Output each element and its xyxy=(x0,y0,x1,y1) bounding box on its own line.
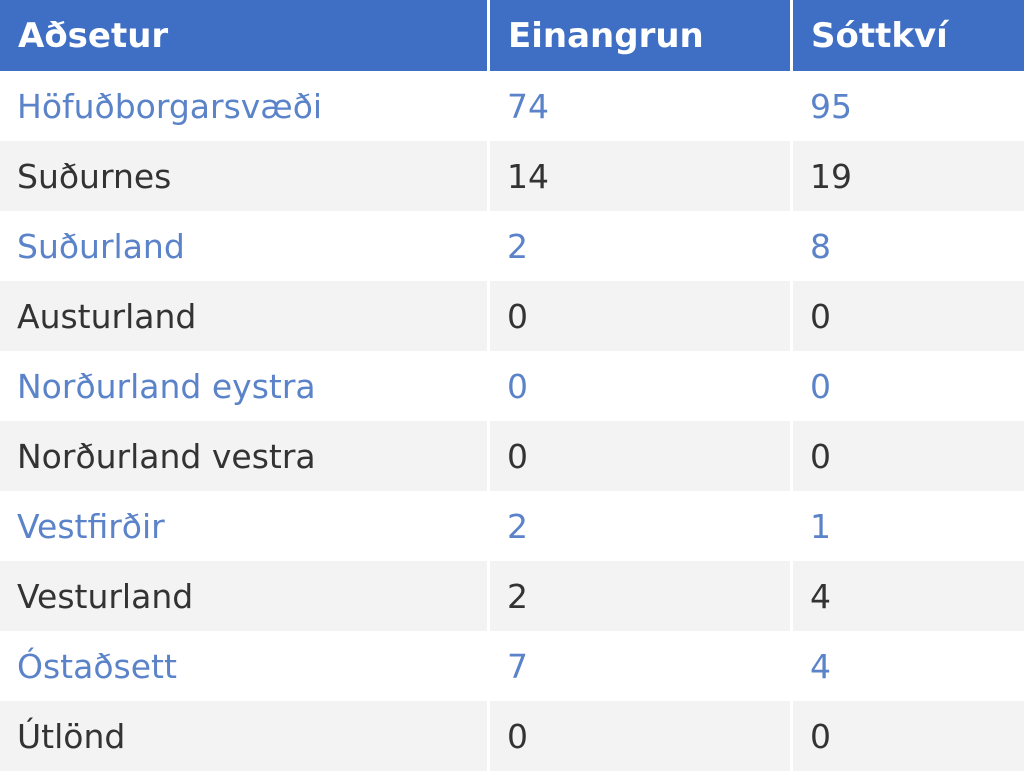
cell-quarantine: 1 xyxy=(793,491,1024,561)
header-isolation: Einangrun xyxy=(490,0,793,71)
table-row: Útlönd 0 0 xyxy=(0,701,1024,771)
cell-quarantine: 0 xyxy=(793,701,1024,771)
cell-isolation: 74 xyxy=(490,71,793,141)
table-row: Vestfirðir 2 1 xyxy=(0,491,1024,561)
header-row: Aðsetur Einangrun Sóttkví xyxy=(0,0,1024,71)
table-row: Norðurland vestra 0 0 xyxy=(0,421,1024,491)
cell-region: Norðurland vestra xyxy=(0,421,490,491)
cell-quarantine: 19 xyxy=(793,141,1024,211)
cell-region: Austurland xyxy=(0,281,490,351)
cell-quarantine: 95 xyxy=(793,71,1024,141)
cell-quarantine: 4 xyxy=(793,631,1024,701)
header-quarantine: Sóttkví xyxy=(793,0,1024,71)
table-row: Norðurland eystra 0 0 xyxy=(0,351,1024,421)
table-row: Vesturland 2 4 xyxy=(0,561,1024,631)
cell-isolation: 0 xyxy=(490,701,793,771)
cell-region: Norðurland eystra xyxy=(0,351,490,421)
cell-region: Vestfirðir xyxy=(0,491,490,561)
table-header: Aðsetur Einangrun Sóttkví xyxy=(0,0,1024,71)
cell-quarantine: 0 xyxy=(793,351,1024,421)
cell-isolation: 2 xyxy=(490,491,793,561)
cell-isolation: 14 xyxy=(490,141,793,211)
cell-region: Suðurland xyxy=(0,211,490,281)
cell-isolation: 2 xyxy=(490,561,793,631)
cell-isolation: 0 xyxy=(490,421,793,491)
cell-quarantine: 0 xyxy=(793,421,1024,491)
table-row: Suðurland 2 8 xyxy=(0,211,1024,281)
cell-region: Óstaðsett xyxy=(0,631,490,701)
cell-region: Suðurnes xyxy=(0,141,490,211)
cell-isolation: 0 xyxy=(490,351,793,421)
cell-quarantine: 0 xyxy=(793,281,1024,351)
table-row: Suðurnes 14 19 xyxy=(0,141,1024,211)
table-body: Höfuðborgarsvæði 74 95 Suðurnes 14 19 Su… xyxy=(0,71,1024,771)
cell-region: Höfuðborgarsvæði xyxy=(0,71,490,141)
cell-region: Vesturland xyxy=(0,561,490,631)
table-row: Óstaðsett 7 4 xyxy=(0,631,1024,701)
table-row: Höfuðborgarsvæði 74 95 xyxy=(0,71,1024,141)
cell-isolation: 0 xyxy=(490,281,793,351)
cell-isolation: 2 xyxy=(490,211,793,281)
cell-region: Útlönd xyxy=(0,701,490,771)
table-row: Austurland 0 0 xyxy=(0,281,1024,351)
header-residence: Aðsetur xyxy=(0,0,490,71)
cell-quarantine: 4 xyxy=(793,561,1024,631)
cell-quarantine: 8 xyxy=(793,211,1024,281)
cell-isolation: 7 xyxy=(490,631,793,701)
